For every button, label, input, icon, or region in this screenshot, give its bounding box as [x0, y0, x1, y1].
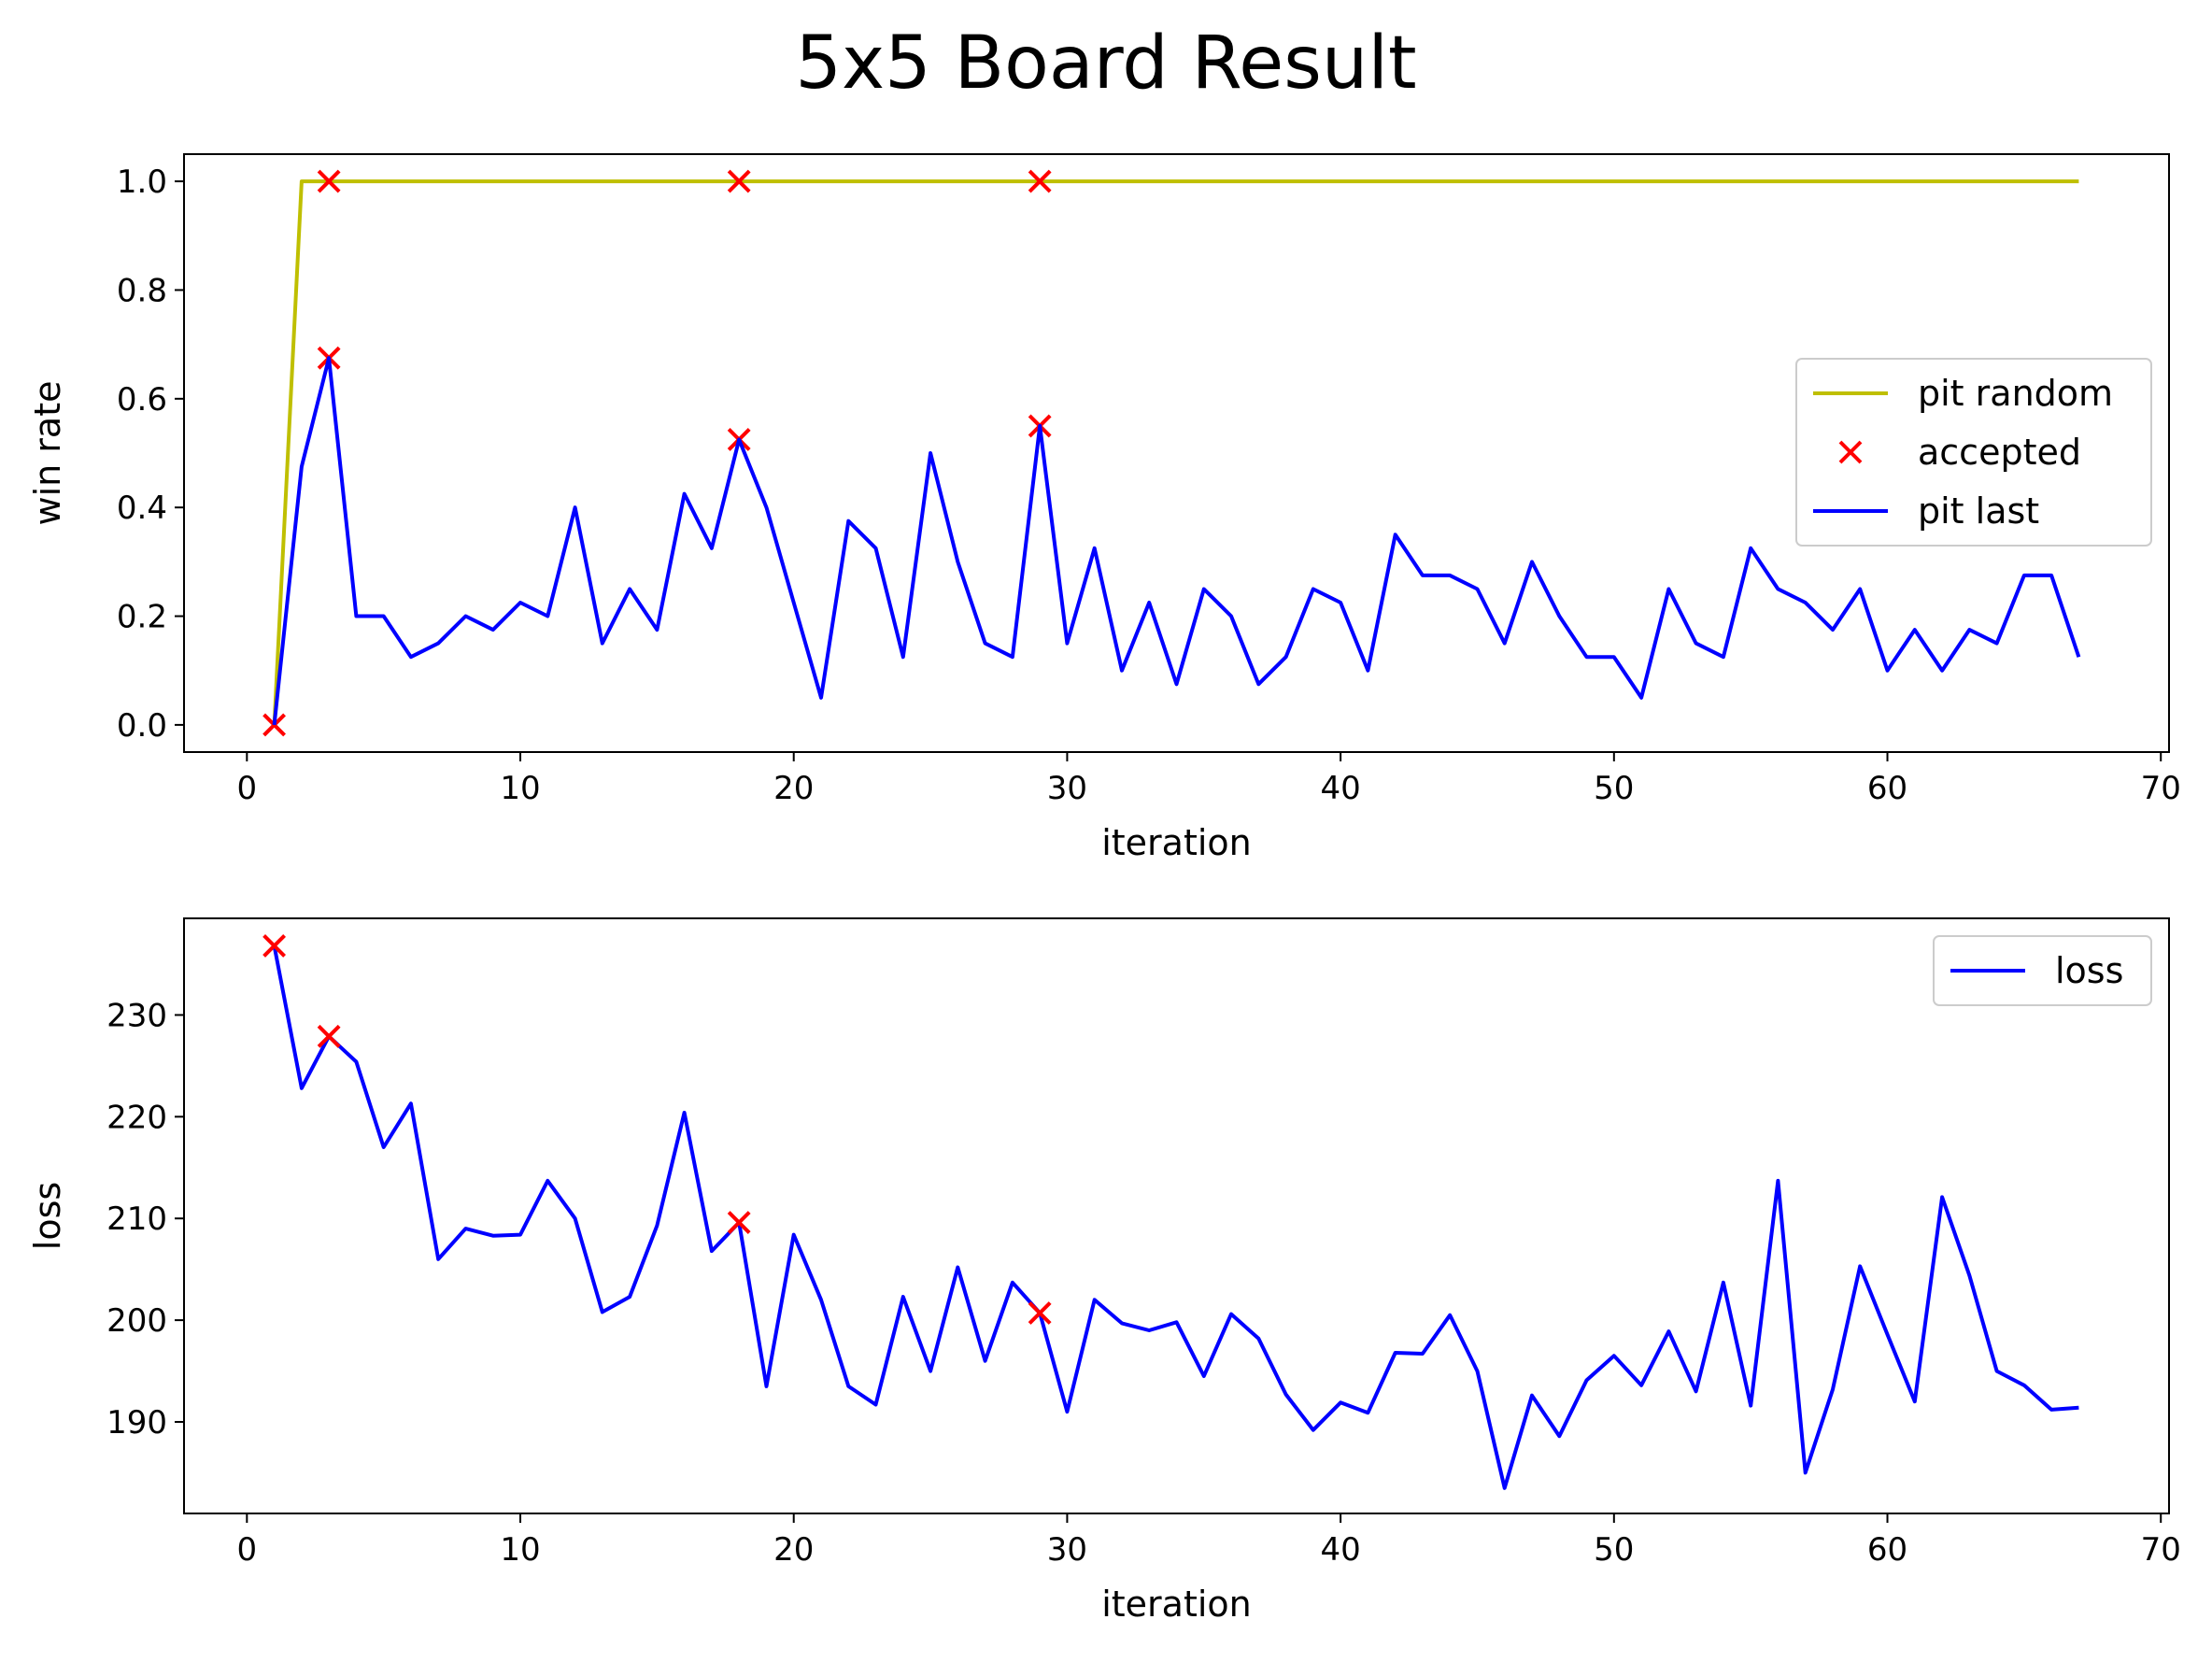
scatter-point [727, 169, 751, 193]
scatter-point [262, 713, 287, 737]
x-tick-label: 30 [1047, 1531, 1087, 1569]
x-axis-label: iteration [1101, 822, 1252, 863]
x-tick-label: 60 [1867, 1531, 1907, 1569]
series-line-loss [272, 945, 2079, 1490]
x-tick-label: 0 [237, 770, 258, 807]
legend-box [1795, 358, 2152, 547]
x-marker-stroke [317, 1024, 341, 1048]
y-tick-label: 0.0 [117, 707, 167, 745]
legend-box [1933, 935, 2152, 1006]
scatter-point [317, 169, 341, 193]
scatter-point [727, 1211, 751, 1234]
x-tick-label: 20 [773, 1531, 814, 1569]
x-tick-label: 60 [1867, 770, 1907, 807]
x-tick-label: 10 [500, 770, 540, 807]
y-tick-label: 0.2 [117, 599, 167, 636]
x-tick-label: 20 [773, 770, 814, 807]
x-marker-stroke [317, 169, 341, 193]
x-axis-label: iteration [1101, 1584, 1252, 1625]
legend-label: accepted [1918, 432, 2081, 473]
y-axis-label: win rate [27, 381, 68, 526]
y-tick-label: 210 [106, 1200, 167, 1238]
x-tick-label: 70 [2141, 1531, 2181, 1569]
chart-title: 5x5 Board Result [795, 21, 1417, 106]
legend-label: pit random [1918, 373, 2113, 414]
x-tick-label: 70 [2141, 770, 2181, 807]
y-tick-label: 0.6 [117, 381, 167, 419]
x-marker-stroke [727, 1211, 751, 1234]
legend-swatch-marker [1838, 440, 1863, 464]
legend-label: pit last [1918, 490, 2039, 532]
scatter-point [1028, 169, 1052, 193]
scatter-point [317, 1024, 341, 1048]
x-marker-stroke [262, 933, 287, 958]
x-tick-label: 40 [1320, 770, 1360, 807]
series-line-pit-random [272, 179, 2079, 726]
y-tick-label: 0.8 [117, 272, 167, 309]
x-tick-label: 0 [237, 1531, 258, 1569]
y-tick-label: 230 [106, 997, 167, 1034]
legend-label: loss [2055, 950, 2123, 991]
y-tick-label: 1.0 [117, 163, 167, 201]
y-tick-label: 200 [106, 1302, 167, 1340]
x-tick-label: 50 [1594, 1531, 1634, 1569]
plot-frame [183, 153, 2170, 753]
y-tick-label: 190 [106, 1404, 167, 1442]
y-tick-label: 220 [106, 1099, 167, 1136]
x-marker-stroke [1028, 169, 1052, 193]
x-tick-label: 10 [500, 1531, 540, 1569]
scatter-point [262, 933, 287, 958]
x-marker-stroke [727, 169, 751, 193]
x-tick-label: 50 [1594, 770, 1634, 807]
y-axis-label: loss [27, 1182, 68, 1250]
plot-frame [183, 917, 2170, 1514]
x-tick-label: 40 [1320, 1531, 1360, 1569]
y-tick-label: 0.4 [117, 490, 167, 527]
x-marker-stroke [1028, 1301, 1052, 1325]
x-tick-label: 30 [1047, 770, 1087, 807]
x-marker-stroke [262, 713, 287, 737]
scatter-point [1028, 1301, 1052, 1325]
series-line-pit-last [272, 356, 2081, 726]
